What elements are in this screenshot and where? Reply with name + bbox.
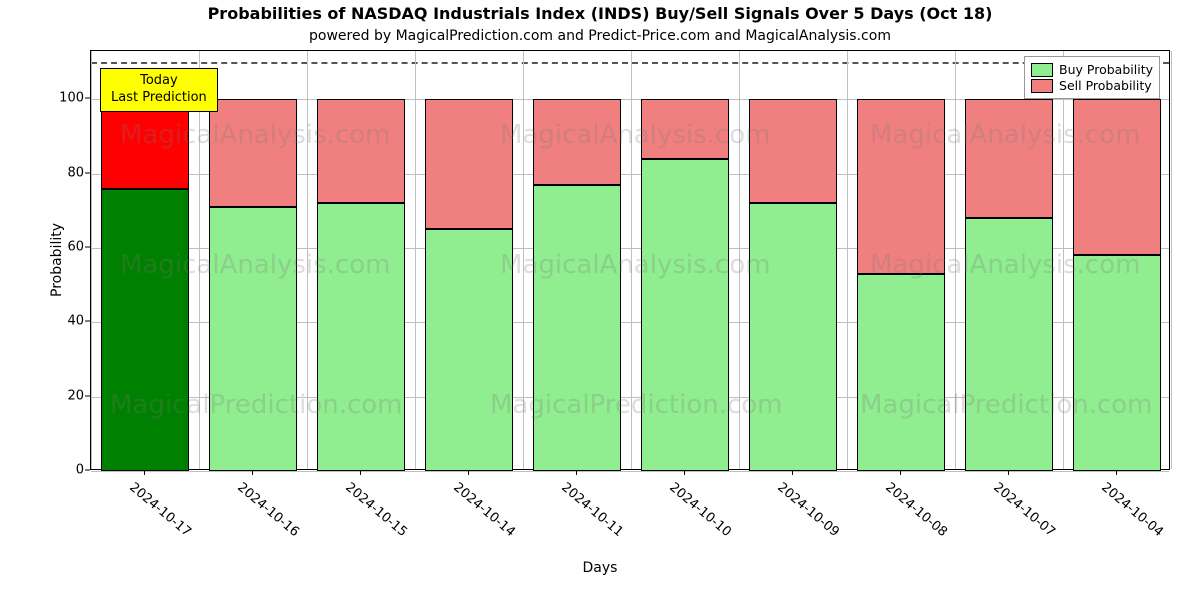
xtick-mark <box>900 470 901 475</box>
ytick-mark <box>85 98 90 99</box>
gridline-v <box>847 51 848 469</box>
bar-sell <box>425 99 514 229</box>
gridline-v <box>1063 51 1064 469</box>
ytick-label: 60 <box>14 239 84 254</box>
bar-sell <box>533 99 622 184</box>
bar-buy <box>425 229 514 471</box>
gridline-v <box>307 51 308 469</box>
xtick-mark <box>792 470 793 475</box>
bar-sell <box>101 99 190 188</box>
x-axis-label: Days <box>0 560 1200 576</box>
xtick-mark <box>468 470 469 475</box>
xtick-label: 2024-10-16 <box>234 480 302 540</box>
xtick-mark <box>1116 470 1117 475</box>
bar-buy <box>1073 255 1162 471</box>
legend-label: Sell Probability <box>1059 78 1152 93</box>
gridline-v <box>523 51 524 469</box>
xtick-mark <box>684 470 685 475</box>
bar-buy <box>209 207 298 471</box>
bar-sell <box>857 99 946 274</box>
bar-sell <box>641 99 730 158</box>
gridline-v <box>199 51 200 469</box>
legend-label: Buy Probability <box>1059 62 1153 77</box>
legend-swatch <box>1031 63 1053 77</box>
xtick-mark <box>252 470 253 475</box>
ytick-label: 20 <box>14 388 84 403</box>
xtick-label: 2024-10-15 <box>342 480 410 540</box>
legend: Buy ProbabilitySell Probability <box>1024 56 1160 99</box>
gridline-v <box>1171 51 1172 469</box>
ytick-mark <box>85 395 90 396</box>
bar-buy <box>965 218 1054 471</box>
today-annotation: Today Last Prediction <box>100 68 218 112</box>
xtick-label: 2024-10-07 <box>990 480 1058 540</box>
gridline-v <box>739 51 740 469</box>
legend-item: Sell Probability <box>1031 78 1153 93</box>
bar-sell <box>749 99 838 203</box>
xtick-label: 2024-10-08 <box>882 480 950 540</box>
legend-item: Buy Probability <box>1031 62 1153 77</box>
xtick-label: 2024-10-17 <box>126 480 194 540</box>
legend-swatch <box>1031 79 1053 93</box>
bar-buy <box>317 203 406 471</box>
xtick-label: 2024-10-10 <box>666 480 734 540</box>
reference-line <box>91 62 1169 64</box>
gridline-v <box>91 51 92 469</box>
chart-container: Probabilities of NASDAQ Industrials Inde… <box>0 0 1200 600</box>
ytick-label: 0 <box>14 463 84 478</box>
bar-sell <box>1073 99 1162 255</box>
bar-buy <box>101 189 190 471</box>
ytick-mark <box>85 246 90 247</box>
xtick-label: 2024-10-04 <box>1098 480 1166 540</box>
bar-buy <box>749 203 838 471</box>
xtick-mark <box>576 470 577 475</box>
plot-area <box>90 50 1170 470</box>
ytick-label: 100 <box>14 91 84 106</box>
chart-subtitle: powered by MagicalPrediction.com and Pre… <box>0 28 1200 44</box>
xtick-mark <box>1008 470 1009 475</box>
bar-sell <box>965 99 1054 218</box>
xtick-mark <box>144 470 145 475</box>
bar-buy <box>533 185 622 471</box>
ytick-label: 40 <box>14 314 84 329</box>
ytick-label: 80 <box>14 165 84 180</box>
xtick-mark <box>360 470 361 475</box>
chart-title: Probabilities of NASDAQ Industrials Inde… <box>0 4 1200 23</box>
bar-buy <box>857 274 946 471</box>
xtick-label: 2024-10-14 <box>450 480 518 540</box>
bar-sell <box>317 99 406 203</box>
xtick-label: 2024-10-09 <box>774 480 842 540</box>
ytick-mark <box>85 172 90 173</box>
gridline-v <box>955 51 956 469</box>
xtick-label: 2024-10-11 <box>558 480 626 540</box>
gridline-v <box>415 51 416 469</box>
bar-buy <box>641 159 730 471</box>
ytick-mark <box>85 321 90 322</box>
ytick-mark <box>85 470 90 471</box>
bar-sell <box>209 99 298 207</box>
gridline-v <box>631 51 632 469</box>
y-axis-label: Probability <box>49 223 65 297</box>
